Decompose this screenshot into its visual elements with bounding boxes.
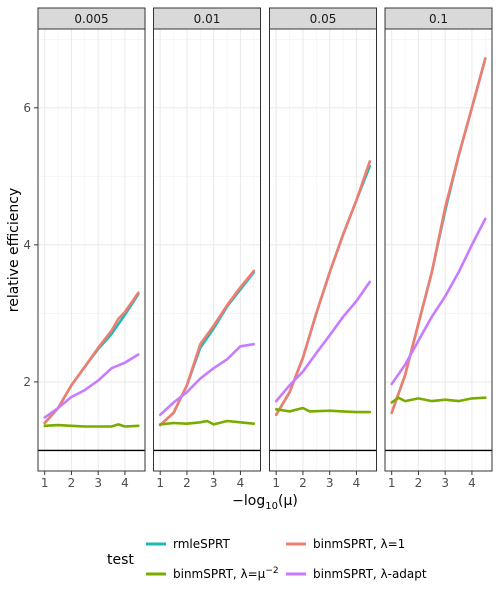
- legend-item-binm1: binmSPRT, λ=1: [286, 537, 405, 551]
- x-tick-label: 2: [415, 476, 423, 490]
- x-tick-label: 4: [121, 476, 129, 490]
- x-tick-label: 3: [94, 476, 102, 490]
- x-tick-label: 2: [68, 476, 76, 490]
- x-tick-label: 2: [299, 476, 307, 490]
- facet-panel-0.01: 0.01: [153, 7, 261, 472]
- x-tick-label: 2: [183, 476, 191, 490]
- series-line-binm1: [43, 291, 140, 425]
- x-tick-label: 3: [441, 476, 449, 490]
- series-line-binm1: [158, 269, 256, 427]
- series-line-binmmu: [43, 423, 140, 428]
- y-tick-label: 4: [23, 238, 31, 252]
- x-tick-label: 3: [210, 476, 218, 490]
- facet-strip-label: 0.1: [429, 12, 448, 26]
- x-axis-title-suffix: (μ): [278, 493, 298, 509]
- facet-strip-label: 0.05: [310, 12, 337, 26]
- series-line-binm1: [390, 57, 487, 415]
- panel-border: [37, 28, 146, 472]
- panel-background: [38, 29, 145, 471]
- y-tick-label: 2: [23, 375, 31, 389]
- y-axis: 2 4 6: [23, 101, 38, 389]
- x-tick-label: 4: [237, 476, 245, 490]
- series-line-binmadapt: [43, 353, 140, 419]
- panel-background: [153, 29, 261, 471]
- y-axis-title: relative efficiency: [6, 188, 22, 312]
- series-line-binmadapt: [158, 342, 256, 417]
- facet-strip-label: 0.005: [74, 12, 108, 26]
- x-axis-title-subscript: 10: [265, 501, 278, 512]
- legend: test rmleSPRT binmSPRT, λ=1 binmSPRT, λ=μ−…: [107, 537, 427, 581]
- x-tick-label: 1: [156, 476, 164, 490]
- series-line-binmmu: [390, 396, 487, 404]
- series-line-binmadapt: [274, 280, 372, 403]
- x-tick-label: 3: [326, 476, 334, 490]
- series-line-binmmu: [274, 406, 372, 414]
- legend-label: binmSPRT, λ-adapt: [313, 567, 427, 581]
- series-line-binmmu: [158, 419, 256, 426]
- panel-border: [269, 28, 377, 472]
- series-line-binm1: [274, 160, 372, 417]
- x-tick-label: 1: [272, 476, 280, 490]
- facet-panel-0.1: 0.1: [384, 7, 493, 472]
- legend-label: binmSPRT, λ=μ−2: [173, 566, 279, 581]
- legend-label: binmSPRT, λ=1: [313, 537, 405, 551]
- x-axis-title-prefix: −log: [232, 493, 265, 509]
- legend-item-rmle: rmleSPRT: [146, 537, 230, 551]
- x-tick-label: 1: [41, 476, 49, 490]
- legend-item-binmmu: binmSPRT, λ=μ−2: [146, 566, 279, 581]
- legend-title: test: [107, 552, 134, 568]
- y-tick-label: 6: [23, 101, 31, 115]
- series-line-binmadapt: [390, 217, 487, 386]
- legend-label-superscript: −2: [265, 566, 278, 576]
- facet-panel-0.005: 0.005: [37, 7, 146, 472]
- legend-label: rmleSPRT: [173, 537, 230, 551]
- panel-border: [384, 28, 493, 472]
- facet-panels: 0.005 0.01 0.05 0.1: [37, 7, 493, 472]
- facet-panel-0.05: 0.05: [269, 7, 377, 472]
- legend-item-binmadapt: binmSPRT, λ-adapt: [286, 567, 427, 581]
- x-axes: 1 2 3 4 1 2 3 4 1 2 3 4 1 2 3 4: [41, 471, 476, 490]
- x-tick-label: 4: [353, 476, 361, 490]
- panel-border: [153, 28, 261, 472]
- panel-background: [269, 29, 377, 471]
- x-axis-title: −log10(μ): [232, 493, 298, 512]
- x-tick-label: 4: [468, 476, 476, 490]
- x-tick-label: 1: [388, 476, 396, 490]
- facet-strip-label: 0.01: [194, 12, 221, 26]
